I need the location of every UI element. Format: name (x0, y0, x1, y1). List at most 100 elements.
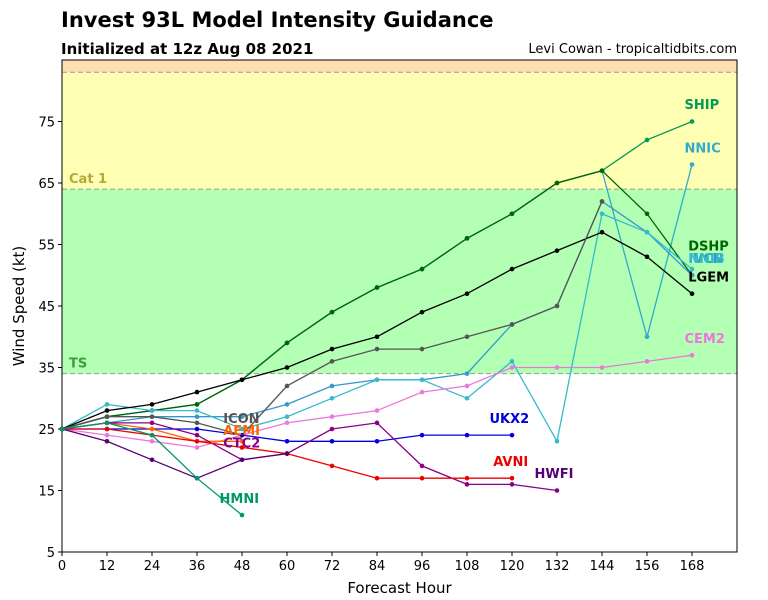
data-point-lgem (509, 266, 515, 272)
chart-title: Invest 93L Model Intensity Guidance (61, 8, 494, 32)
data-point-avni (419, 475, 425, 481)
series-label-ship: SHIP (685, 98, 720, 113)
data-point-lgem (284, 365, 290, 370)
x-axis-label: Forecast Hour (347, 579, 452, 597)
series-label-ivcn: IVCN (688, 252, 723, 267)
x-tick-label: 48 (234, 559, 251, 574)
chart-subtitle: Initialized at 12z Aug 08 2021 (61, 40, 314, 58)
data-point-dshp (554, 180, 560, 186)
series-label-nnib: NNIB (688, 252, 725, 267)
data-point-ivcn (194, 414, 200, 420)
data-point-lgem (599, 229, 605, 235)
x-tick-label: 108 (455, 559, 480, 574)
data-point-avni (374, 475, 380, 481)
data-point-ukx2 (284, 439, 290, 444)
data-point-cem2 (104, 432, 110, 438)
data-point-nnib (194, 408, 200, 413)
data-point-nnib (464, 395, 470, 401)
data-point-hwfi (284, 451, 290, 456)
data-point-lgem (419, 309, 425, 315)
x-tick-label: 96 (414, 559, 431, 574)
data-point-hwfi (104, 439, 110, 444)
data-point-cem2 (644, 359, 650, 364)
x-tick-label: 24 (144, 559, 161, 574)
band-label: TS (69, 357, 87, 372)
band-0 (62, 189, 737, 374)
data-point-icon (104, 414, 110, 420)
data-point-ctc2 (194, 432, 200, 438)
axes: 0 12 24 36 48 60 72 84 96 108 120 132 144 156 168 5 15 25… (10, 59, 738, 597)
data-point-nnib (419, 377, 425, 383)
data-point-ivcn (239, 414, 245, 420)
data-point-ctc2 (374, 420, 380, 426)
data-point-hwfi (239, 457, 245, 463)
band-2 (62, 60, 737, 73)
data-point-avni (329, 463, 335, 469)
category-bands: TS Cat 1 (62, 60, 737, 375)
data-point-ukx2 (194, 426, 200, 432)
data-point-hmni (104, 420, 110, 426)
series-label-cem2: CEM2 (685, 332, 725, 347)
series-label-avni: AVNI (493, 455, 528, 470)
data-point-cem2 (149, 439, 155, 444)
y-tick-label: 15 (38, 485, 55, 500)
data-point-ctc2 (464, 482, 470, 487)
series-line-hwfi (61, 428, 288, 479)
data-point-avni (509, 475, 515, 481)
y-tick-label: 55 (38, 239, 55, 254)
data-point-lgem (464, 291, 470, 297)
data-point-lgem (194, 389, 200, 395)
series-label-aemi: AEMI (223, 424, 260, 439)
data-point-avni (464, 475, 470, 481)
data-point-lgem (149, 402, 155, 407)
data-point-lgem (689, 291, 695, 297)
data-point-lgem (329, 346, 335, 352)
data-point-nnib (509, 359, 515, 364)
y-tick-label: 75 (38, 116, 55, 131)
data-point-aemi (149, 426, 155, 432)
data-point-hmni (194, 475, 200, 481)
x-tick-label: 36 (189, 559, 206, 574)
data-point-dshp (284, 340, 290, 346)
y-tick-label: 45 (38, 300, 55, 315)
series-label-icon: ICON (223, 412, 259, 427)
data-point-icon (464, 334, 470, 340)
data-point-ctc2 (554, 488, 560, 493)
chart-credit: Levi Cowan - tropicaltidbits.com (528, 42, 737, 57)
band-label: Cat 1 (69, 172, 107, 187)
x-tick-label: 12 (99, 559, 116, 574)
data-point-cem2 (509, 365, 515, 370)
series-label-hmni: HMNI (220, 492, 260, 507)
x-tick-label: 156 (635, 559, 660, 574)
data-point-nnib (689, 266, 695, 272)
data-point-ukx2 (329, 439, 335, 444)
data-point-avni (239, 445, 245, 450)
data-point-ivcn (284, 402, 290, 407)
data-point-nnic (689, 162, 695, 167)
data-point-lgem (554, 248, 560, 253)
data-point-dshp (464, 236, 470, 241)
data-point-cem2 (329, 414, 335, 420)
data-point-nnib (149, 408, 155, 413)
data-point-dshp (374, 285, 380, 290)
data-point-lgem (644, 254, 650, 260)
data-point-icon (284, 383, 290, 389)
data-point-cem2 (194, 445, 200, 450)
data-point-avni (194, 439, 200, 444)
data-point-icon (149, 414, 155, 420)
series-label-ctc2: CTC2 (223, 436, 260, 451)
data-point-ship (644, 137, 650, 143)
data-point-dshp (194, 402, 200, 407)
data-point-ctc2 (419, 463, 425, 469)
data-point-nnic (644, 334, 650, 340)
data-point-nnib (554, 439, 560, 444)
data-point-dshp (509, 211, 515, 217)
data-point-dshp (599, 168, 605, 173)
x-tick-label: 84 (369, 559, 386, 574)
series-label-nnic: NNIC (685, 141, 721, 156)
x-tick-label: 132 (545, 559, 570, 574)
data-point-icon (329, 359, 335, 364)
data-point-icon (194, 420, 200, 426)
series-line-ctc2 (61, 422, 558, 492)
